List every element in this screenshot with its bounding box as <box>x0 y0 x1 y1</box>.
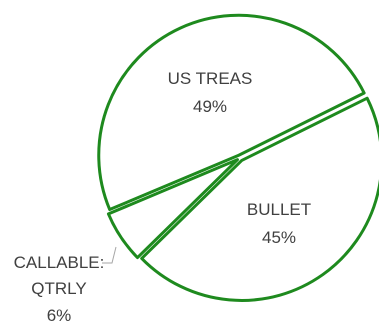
us-treas-label: US TREAS <box>168 69 253 88</box>
callable-qtrly-label-line-2: QTRLY <box>31 279 86 298</box>
pie-slice-us-treas <box>97 13 366 212</box>
pie-slice-bullet <box>140 96 379 302</box>
callable-qtrly-value-label: 6% <box>47 306 72 324</box>
bullet-label: BULLET <box>247 200 311 219</box>
us-treas-value-label: 49% <box>193 97 227 116</box>
pie-slice-callable-qtrly <box>106 158 239 260</box>
callable-qtrly-label-line-1: CALLABLE: <box>14 253 105 272</box>
pie-slices <box>97 13 379 302</box>
slice-labels: US TREAS 49% BULLET 45% CALLABLE: QTRLY 6% <box>14 69 311 324</box>
bullet-value-label: 45% <box>262 228 296 247</box>
callable-qtrly-leader-line <box>102 246 117 264</box>
